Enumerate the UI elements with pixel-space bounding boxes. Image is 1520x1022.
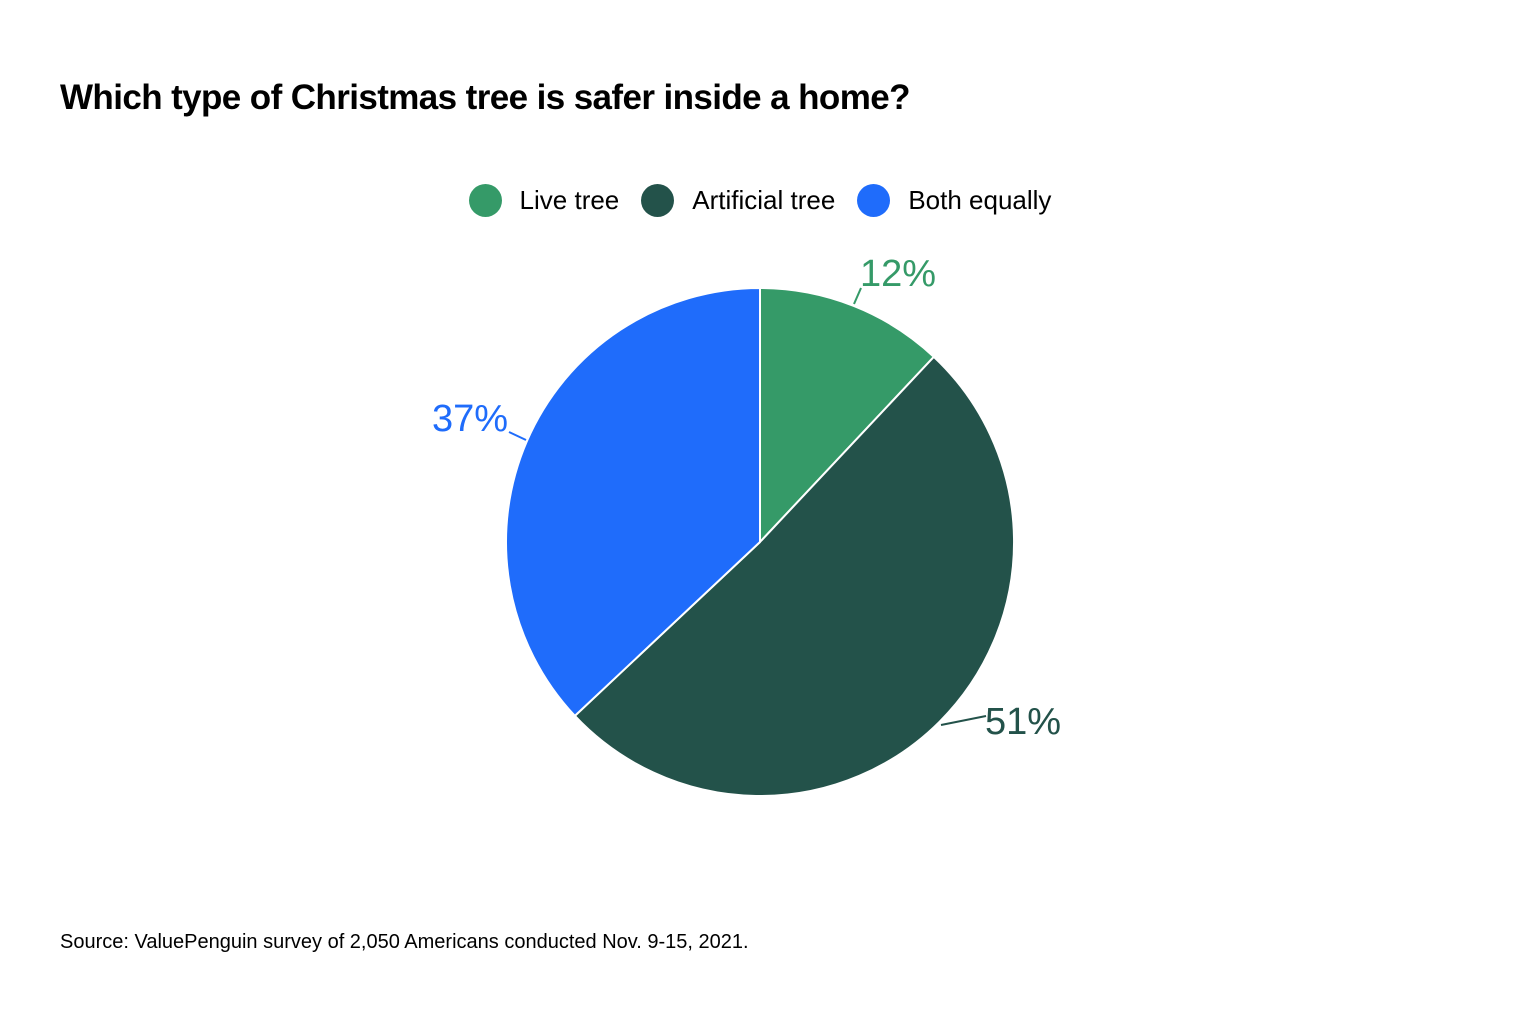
source-note: Source: ValuePenguin survey of 2,050 Ame… bbox=[60, 931, 749, 953]
legend-swatch-both-equally bbox=[857, 183, 891, 217]
legend-label-artificial-tree: Artificial tree bbox=[692, 184, 836, 215]
legend-item-artificial-tree: Artificial tree bbox=[641, 183, 836, 217]
legend-item-live-tree: Live tree bbox=[468, 183, 620, 217]
chart-legend: Live tree Artificial tree Both equally bbox=[0, 178, 1520, 222]
leader-line-live-tree bbox=[853, 287, 862, 305]
data-label-both-equally: 37% bbox=[432, 398, 508, 440]
pie-slice-both-equally bbox=[505, 287, 761, 717]
chart-title: Which type of Christmas tree is safer in… bbox=[60, 78, 910, 117]
legend-label-live-tree: Live tree bbox=[519, 184, 620, 215]
pie-slice-artificial-tree bbox=[573, 355, 1016, 798]
legend-swatch-live-tree bbox=[468, 183, 502, 217]
legend-label-both-equally: Both equally bbox=[908, 184, 1052, 215]
leader-line-both-equally bbox=[508, 431, 527, 441]
legend-swatch-artificial-tree bbox=[641, 183, 675, 217]
leader-line-artificial-tree bbox=[940, 715, 987, 726]
data-label-artificial-tree: 51% bbox=[985, 701, 1061, 743]
data-label-live-tree: 12% bbox=[860, 253, 936, 295]
pie-slice-live-tree bbox=[759, 287, 935, 543]
legend-item-both-equally: Both equally bbox=[857, 183, 1052, 217]
